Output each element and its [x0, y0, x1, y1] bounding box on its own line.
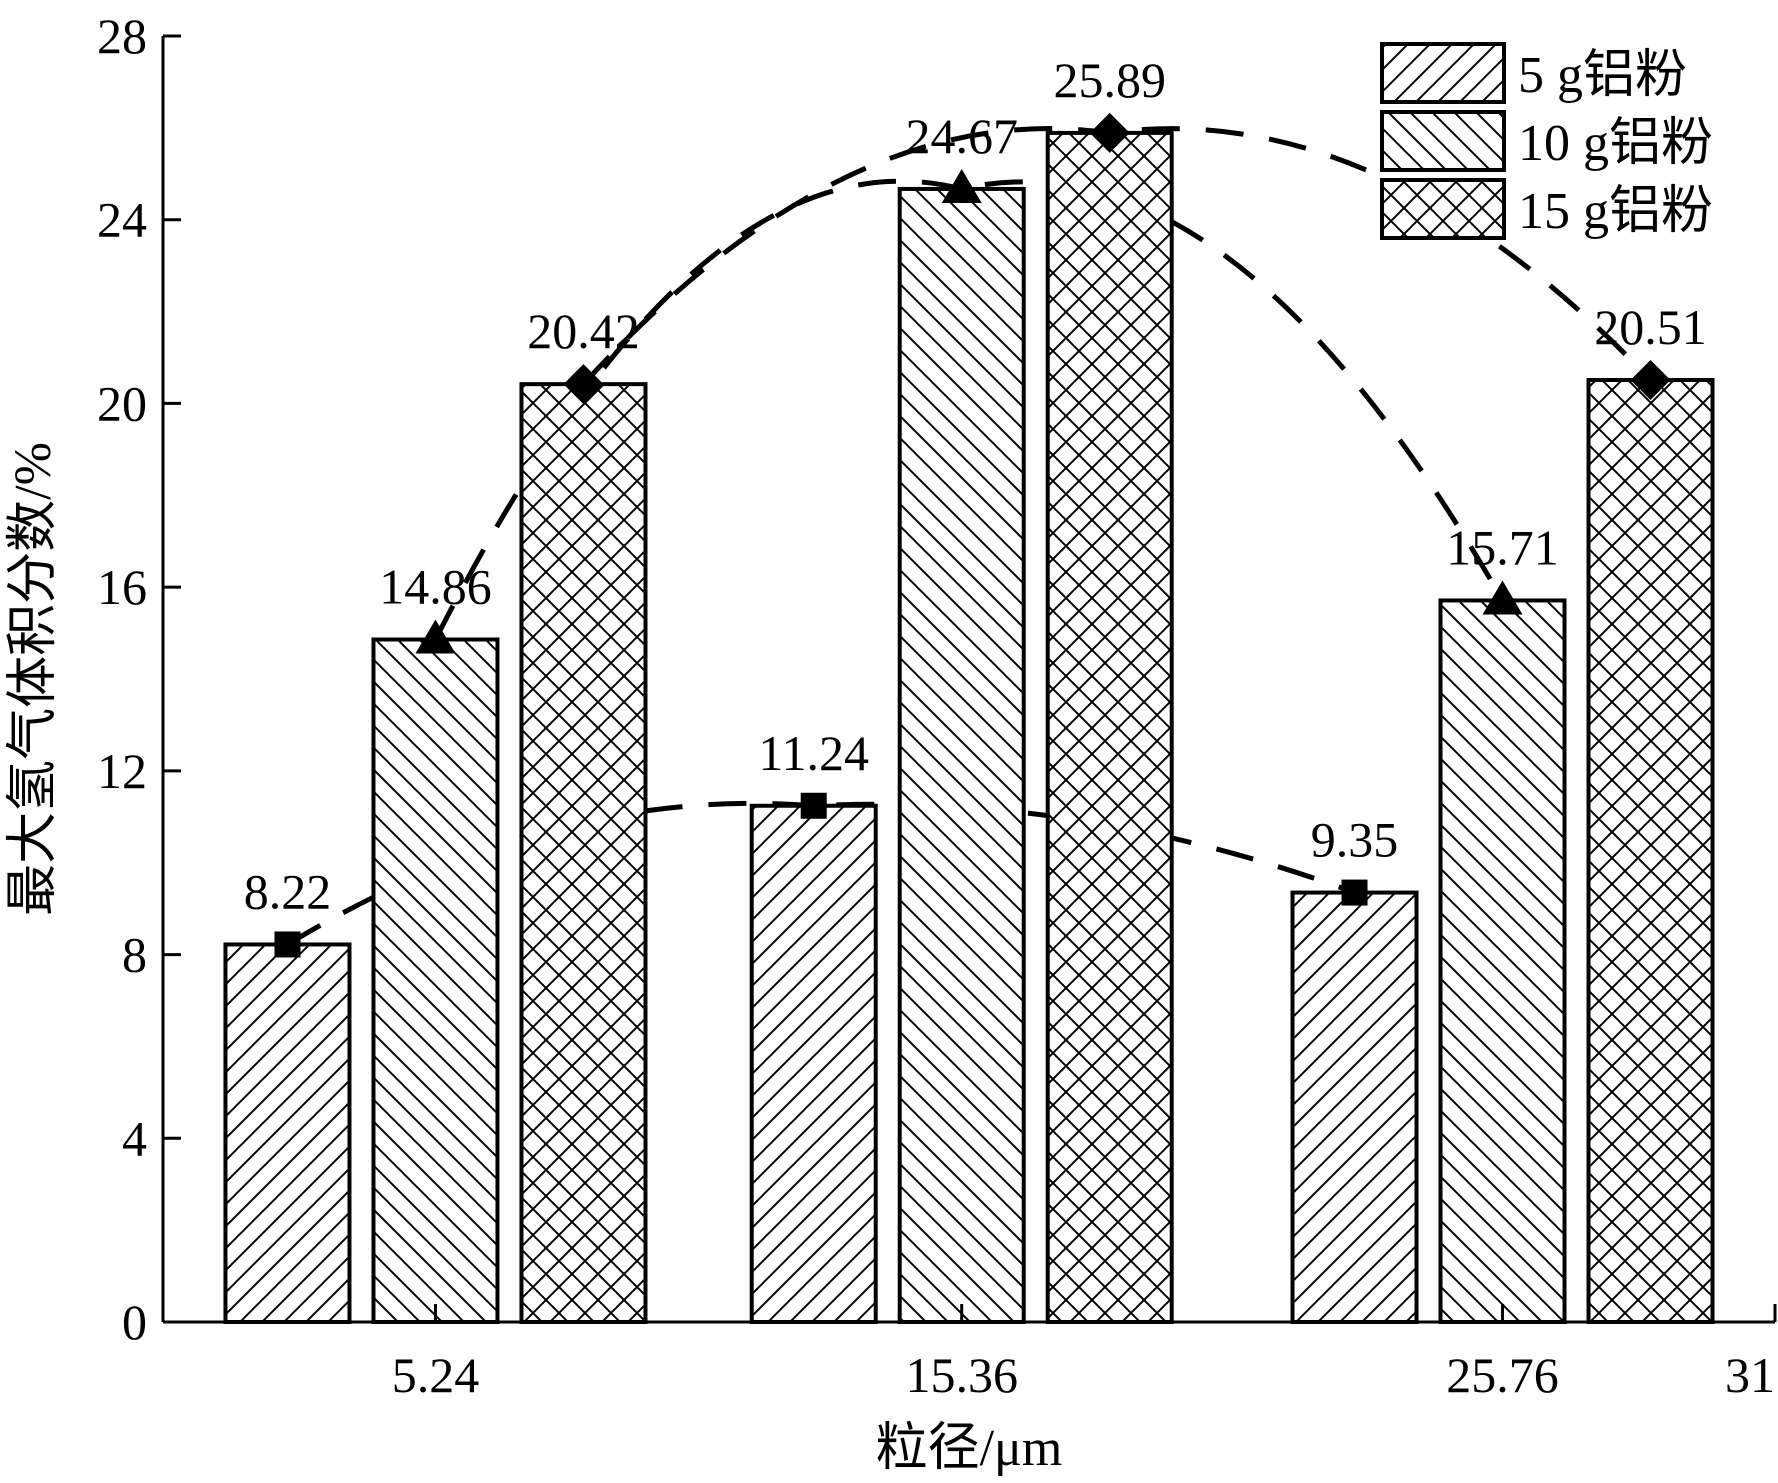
data-label: 11.24 — [758, 725, 869, 781]
diamond-marker — [1089, 112, 1130, 153]
legend-label: 5 g铝粉 — [1518, 47, 1687, 104]
legend-swatch — [1380, 178, 1506, 240]
square-marker — [274, 931, 301, 958]
bar — [371, 637, 500, 1324]
legend-label: 10 g铝粉 — [1518, 115, 1713, 172]
data-label: 15.71 — [1446, 519, 1559, 575]
data-label: 24.67 — [905, 108, 1018, 164]
x-tick-label: 5.24 — [392, 1347, 480, 1403]
y-tick-label: 12 — [97, 743, 147, 799]
y-tick-label: 4 — [122, 1110, 147, 1166]
y-tick-label: 8 — [122, 927, 147, 983]
legend-swatch — [1380, 110, 1506, 172]
bar — [1586, 378, 1715, 1324]
trend-line — [286, 800, 1356, 947]
y-tick-label: 24 — [97, 192, 147, 248]
y-tick-label: 16 — [97, 559, 147, 615]
diamond-marker — [1630, 360, 1671, 401]
legend-label: 15 g铝粉 — [1518, 183, 1713, 240]
x-tick-label: 31 — [1725, 1347, 1775, 1403]
data-label: 9.35 — [1311, 812, 1399, 868]
diamond-marker — [563, 364, 604, 405]
legend: 5 g铝粉 10 g铝粉 15 g铝粉 — [1380, 42, 1713, 240]
markers — [274, 112, 1671, 958]
bar — [1438, 598, 1567, 1324]
bar — [897, 186, 1026, 1324]
x-axis-title: 粒径/μm — [876, 1420, 1063, 1477]
square-marker — [800, 792, 827, 819]
y-ticks: 0 4 8 12 16 20 24 28 — [97, 8, 181, 1350]
data-label: 14.86 — [379, 559, 492, 615]
triangle-marker — [415, 619, 456, 654]
trend-line — [433, 178, 1505, 641]
bar — [749, 803, 878, 1324]
triangle-marker — [941, 168, 982, 203]
data-label: 8.22 — [244, 863, 332, 919]
x-ticks: 5.24 15.36 25.76 31 — [392, 1304, 1777, 1403]
bar — [1045, 130, 1174, 1324]
bars — [223, 130, 1715, 1325]
legend-swatch — [1380, 42, 1506, 104]
bar — [1290, 890, 1419, 1324]
data-label: 25.89 — [1053, 52, 1166, 108]
x-tick-label: 25.76 — [1446, 1347, 1559, 1403]
y-tick-label: 20 — [97, 375, 147, 431]
x-tick-label: 15.36 — [905, 1347, 1018, 1403]
data-labels: 8.22 11.24 9.35 14.86 24.67 15.71 20.42 25.89 20… — [244, 52, 1707, 920]
y-tick-label: 0 — [122, 1294, 147, 1350]
y-axis-title: 最大氢气体积分数/% — [5, 442, 62, 916]
bar — [519, 382, 648, 1325]
bar — [223, 942, 352, 1325]
data-label: 20.42 — [527, 303, 640, 359]
axes — [161, 36, 1775, 1324]
triangle-marker — [1482, 580, 1523, 615]
data-label: 20.51 — [1594, 299, 1707, 355]
square-marker — [1341, 879, 1368, 906]
y-tick-label: 28 — [97, 8, 147, 64]
